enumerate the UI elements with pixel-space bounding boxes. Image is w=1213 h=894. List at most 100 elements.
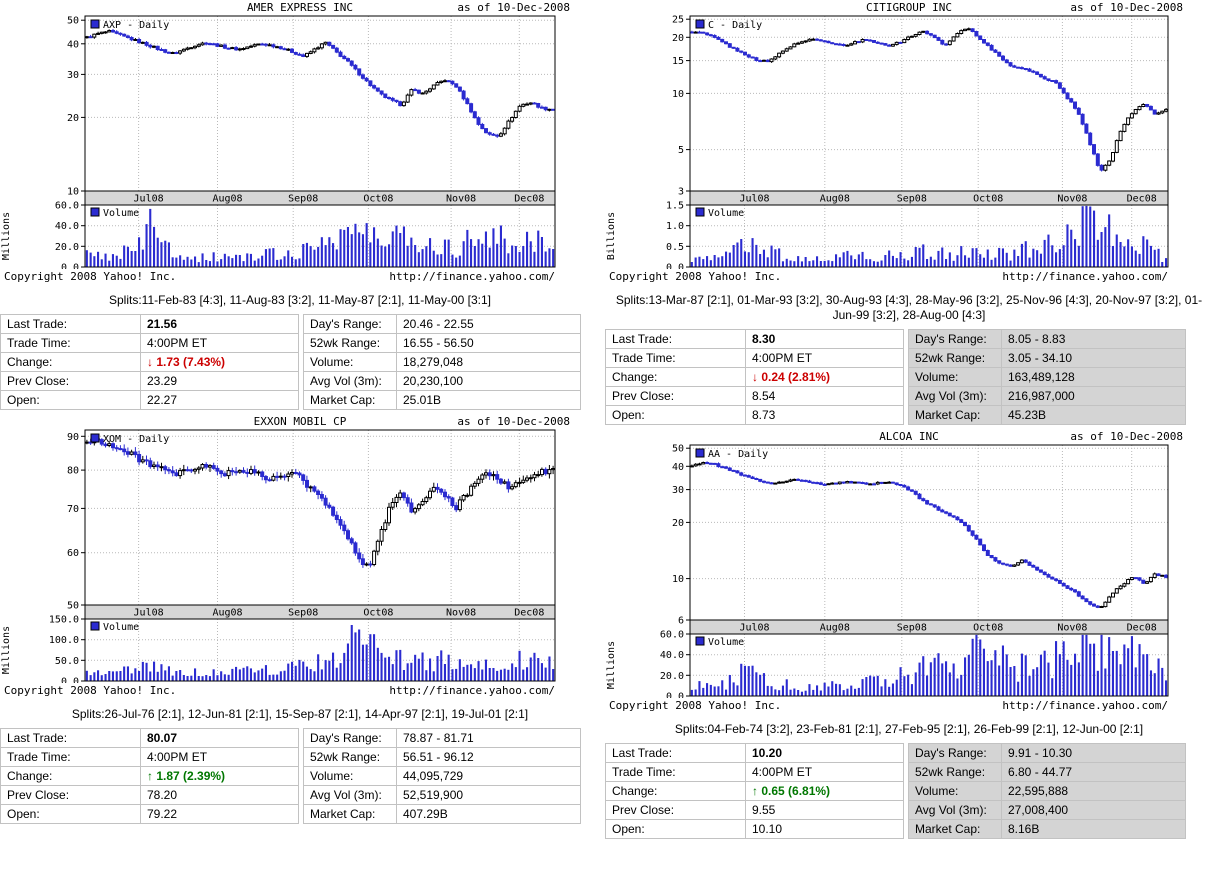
quote-label: Trade Time:	[605, 348, 746, 368]
month-label: Aug08	[212, 608, 242, 619]
quote-summary: Last Trade: 8.30 Trade Time: 4:00PM ET Chang…	[605, 329, 1213, 425]
quote-label: Day's Range:	[303, 314, 397, 334]
svg-text:100.0: 100.0	[49, 635, 79, 646]
quote-row: Last Trade: 10.20	[605, 743, 904, 763]
quote-row: Open: 22.27	[0, 390, 299, 410]
left-column: AMER EXPRESS INC as of 10-Dec-2008 50 40 3…	[0, 0, 600, 828]
panel-amer-express: AMER EXPRESS INC as of 10-Dec-2008 50 40 3…	[0, 0, 600, 410]
candles	[84, 29, 556, 138]
candlestick-chart: 50 40 30 20 10 60.0 40.0 20.0 0.0 Jul08 Aug08 Sep08…	[1, 15, 556, 269]
month-label: Jul08	[134, 608, 164, 619]
as-of-date: as of 10-Dec-2008	[457, 415, 570, 428]
quote-label: Avg Vol (3m):	[303, 371, 397, 391]
as-of-date: as of 10-Dec-2008	[1070, 430, 1183, 443]
month-label: Aug08	[212, 194, 242, 205]
svg-text:30: 30	[672, 485, 684, 496]
quote-label: Volume:	[908, 367, 1002, 387]
quote-row: Change: ↓ 1.73 (7.43%)	[0, 352, 299, 372]
month-label: Oct08	[363, 194, 393, 205]
svg-text:40: 40	[672, 462, 684, 473]
quote-label: Change:	[605, 367, 746, 387]
quote-label: Open:	[0, 390, 141, 410]
quote-row: Last Trade: 8.30	[605, 329, 904, 349]
quote-value: 27,008,400	[1001, 800, 1186, 820]
quote-label: Open:	[0, 804, 141, 824]
stock-chart-amex: AMER EXPRESS INC as of 10-Dec-2008 50 40 3…	[0, 0, 600, 285]
quote-row: Prev Close: 78.20	[0, 785, 299, 805]
month-label: Sep08	[288, 194, 318, 205]
quote-row: Avg Vol (3m): 52,519,900	[303, 785, 581, 805]
gridlines: 90 80 70 60 50 150.0 100.0 50.0 0.0	[49, 430, 555, 683]
svg-text:20: 20	[672, 518, 684, 529]
svg-text:0.0: 0.0	[666, 263, 684, 270]
quote-row: 52wk Range: 3.05 - 34.10	[908, 348, 1186, 368]
quote-row: Day's Range: 20.46 - 22.55	[303, 314, 581, 334]
svg-text:C - Daily: C - Daily	[708, 20, 762, 31]
month-label: Dec08	[514, 194, 544, 205]
quote-label: Avg Vol (3m):	[303, 785, 397, 805]
candlestick-chart: 50 40 30 20 10 6 60.0 40.0 20.0 0.0 Jul08 Aug08 Sep0…	[606, 444, 1169, 698]
quote-table-left: Last Trade: 21.56 Trade Time: 4:00PM ET Chan…	[0, 314, 299, 410]
quote-label: Prev Close:	[0, 785, 141, 805]
quote-label: Avg Vol (3m):	[908, 800, 1002, 820]
quote-value: 20,230,100	[396, 371, 581, 391]
quote-label: Last Trade:	[0, 314, 141, 334]
quote-row: Prev Close: 8.54	[605, 386, 904, 406]
quote-label: Day's Range:	[303, 728, 397, 748]
month-label: Dec08	[514, 608, 544, 619]
quote-row: Change: ↓ 0.24 (2.81%)	[605, 367, 904, 387]
copyright-text: Copyright 2008 Yahoo! Inc.	[4, 684, 177, 697]
volume-unit-label: Millions	[606, 641, 617, 689]
month-label: Nov08	[1057, 194, 1087, 205]
candles	[689, 27, 1169, 172]
quote-summary: Last Trade: 21.56 Trade Time: 4:00PM ET Chan…	[0, 314, 600, 410]
svg-text:150.0: 150.0	[49, 615, 79, 626]
svg-text:60: 60	[67, 548, 79, 559]
svg-text:0.0: 0.0	[61, 677, 79, 684]
quote-row: Volume: 22,595,888	[908, 781, 1186, 801]
splits-note: Splits:13-Mar-87 [2:1], 01-Mar-93 [3:2],…	[615, 293, 1203, 322]
quote-label: Prev Close:	[605, 386, 746, 406]
quote-value: 25.01B	[396, 390, 581, 410]
month-label: Oct08	[973, 623, 1003, 634]
volume-unit-label: Millions	[1, 212, 12, 260]
month-label: Aug08	[820, 623, 850, 634]
ticker-legend: XOM - Daily	[90, 433, 169, 445]
quote-label: Open:	[605, 819, 746, 839]
chart-title: CITIGROUP INC	[865, 1, 953, 14]
quote-value: 8.54	[745, 386, 904, 406]
quote-row: Trade Time: 4:00PM ET	[605, 348, 904, 368]
svg-text:50: 50	[67, 16, 79, 27]
month-label: Jul08	[134, 194, 164, 205]
quote-value: 22.27	[140, 390, 299, 410]
quote-value: 78.87 - 81.71	[396, 728, 581, 748]
svg-text:3: 3	[678, 187, 684, 198]
candles	[689, 461, 1169, 609]
quote-value: 20.46 - 22.55	[396, 314, 581, 334]
quote-value: 10.20	[745, 743, 904, 763]
svg-text:AXP - Daily: AXP - Daily	[103, 20, 169, 31]
quote-label: Prev Close:	[0, 371, 141, 391]
chart-title: AMER EXPRESS INC	[247, 1, 353, 14]
up-arrow-icon: ↑	[147, 769, 153, 783]
quote-value: 4:00PM ET	[140, 747, 299, 767]
volume-unit-label: Billions	[606, 212, 617, 260]
svg-text:6: 6	[678, 616, 684, 627]
candlestick-chart: 25 20 15 10 5 3 1.5 1.0 0.5 0.0 Jul08 Aug08 Sep08 Oct…	[606, 15, 1169, 269]
svg-text:20.0: 20.0	[55, 242, 79, 253]
quote-label: Volume:	[908, 781, 1002, 801]
quote-value: ↑ 1.87 (2.39%)	[140, 766, 299, 786]
quote-label: Trade Time:	[0, 747, 141, 767]
gridlines: 25 20 15 10 5 3 1.5 1.0 0.5 0.0	[666, 15, 1168, 269]
source-url: http://finance.yahoo.com/	[389, 270, 555, 283]
quote-label: Market Cap:	[908, 819, 1002, 839]
quote-label: 52wk Range:	[303, 333, 397, 353]
svg-text:Volume: Volume	[103, 208, 139, 219]
svg-text:XOM - Daily: XOM - Daily	[103, 434, 169, 445]
candles	[84, 434, 556, 568]
volume-legend: Volume	[90, 207, 139, 219]
svg-text:5: 5	[678, 145, 684, 156]
quote-row: Open: 10.10	[605, 819, 904, 839]
quote-label: Change:	[0, 766, 141, 786]
quote-value: 10.10	[745, 819, 904, 839]
